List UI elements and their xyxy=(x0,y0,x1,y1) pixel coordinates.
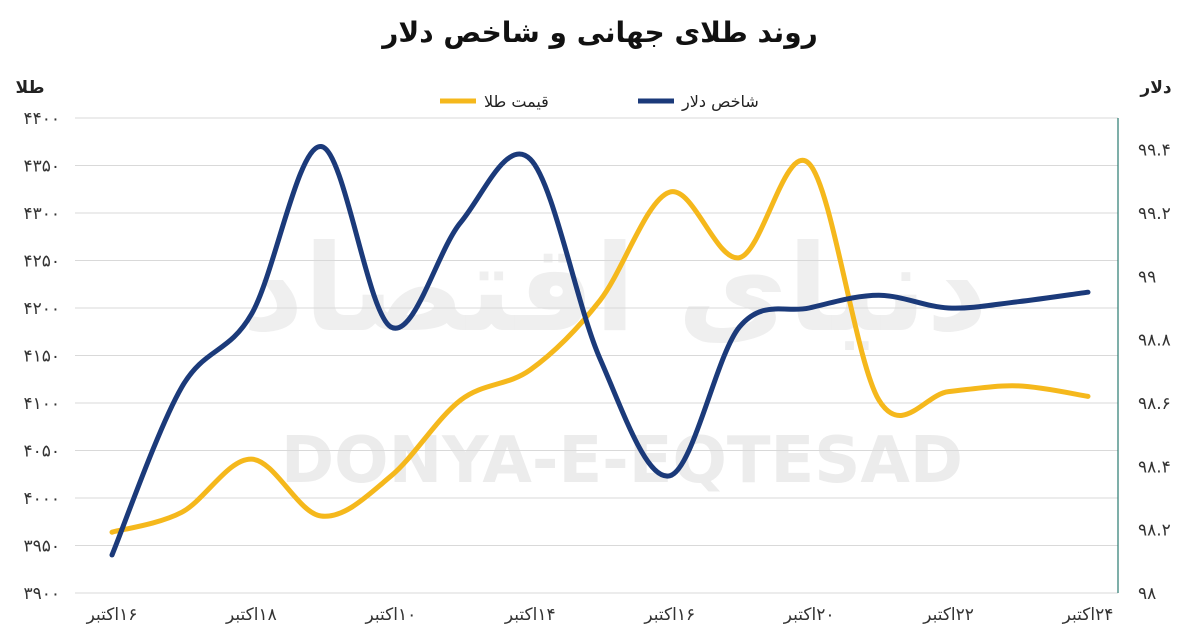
x-tick-label: ۲۴اکتبر xyxy=(1062,605,1114,625)
left-tick-label: ۴۲۰۰ xyxy=(23,299,60,319)
left-tick-label: ۳۹۰۰ xyxy=(23,584,60,604)
chart-title: روند طلای جهانی و شاخص دلار xyxy=(380,16,817,49)
right-tick-label: ۹۸.۴ xyxy=(1138,457,1171,477)
left-tick-label: ۴۴۰۰ xyxy=(23,109,60,129)
left-tick-label: ۴۳۵۰ xyxy=(23,157,60,177)
legend-label-dollar: شاخص دلار xyxy=(681,92,759,112)
x-tick-label: ۱۰اکتبر xyxy=(364,605,416,625)
legend-item-gold: قیمت طلا xyxy=(440,92,549,111)
legend-label-gold: قیمت طلا xyxy=(484,92,549,111)
right-tick-label: ۹۹ xyxy=(1138,267,1156,287)
left-axis-label: طلا xyxy=(16,78,45,98)
legend: قیمت طلا شاخص دلار xyxy=(440,92,759,112)
series-line-gold-price xyxy=(109,158,1091,535)
right-tick-label: ۹۸ xyxy=(1138,584,1156,604)
left-tick-label: ۳۹۵۰ xyxy=(23,537,60,557)
left-tick-label: ۴۱۰۰ xyxy=(23,394,60,414)
x-tick-label: ۱۸اکتبر xyxy=(225,605,277,625)
right-tick-label: ۹۸.۶ xyxy=(1138,394,1171,414)
x-tick-label: ۲۲اکتبر xyxy=(922,605,974,625)
gridlines xyxy=(75,117,1118,594)
left-axis-ticks: ۳۹۰۰ ۳۹۵۰ ۴۰۰۰ ۴۰۵۰ ۴۱۰۰ ۴۱۵۰ ۴۲۰۰ ۴۲۵۰ ۴۳۰۰ ۴۳۵۰… xyxy=(23,109,60,604)
right-axis-label: دلار xyxy=(1139,78,1171,98)
legend-item-dollar: شاخص دلار xyxy=(638,92,759,112)
x-tick-label: ۱۶اکتبر xyxy=(643,605,695,625)
right-axis-ticks: ۹۸ ۹۸.۲ ۹۸.۴ ۹۸.۶ ۹۸.۸ ۹۹ ۹۹.۲ ۹۹.۴ xyxy=(1138,141,1171,604)
right-tick-label: ۹۹.۲ xyxy=(1138,204,1171,224)
left-tick-label: ۴۳۰۰ xyxy=(23,204,60,224)
left-tick-label: ۴۰۵۰ xyxy=(23,442,60,462)
left-tick-label: ۴۰۰۰ xyxy=(23,489,60,509)
series-lines xyxy=(109,144,1091,558)
watermark-latin: DONYA-E-EQTESAD xyxy=(281,424,963,498)
right-tick-label: ۹۸.۸ xyxy=(1138,331,1171,351)
series-line-dollar-index xyxy=(109,144,1091,558)
left-tick-label: ۴۱۵۰ xyxy=(23,347,60,367)
watermark: دنیای اقتصاد DONYA-E-EQTESAD xyxy=(242,220,988,498)
x-tick-label: ۱۶اکتبر xyxy=(86,605,138,625)
watermark-persian: دنیای اقتصاد xyxy=(242,220,988,359)
x-axis-ticks: ۱۶اکتبر ۱۸اکتبر ۱۰اکتبر ۱۴اکتبر ۱۶اکتبر ۲۰اکت… xyxy=(86,605,1114,625)
x-tick-label: ۱۴اکتبر xyxy=(504,605,556,625)
x-tick-label: ۲۰اکتبر xyxy=(783,605,835,625)
right-tick-label: ۹۹.۴ xyxy=(1138,141,1171,161)
right-tick-label: ۹۸.۲ xyxy=(1138,521,1171,541)
left-tick-label: ۴۲۵۰ xyxy=(23,252,60,272)
